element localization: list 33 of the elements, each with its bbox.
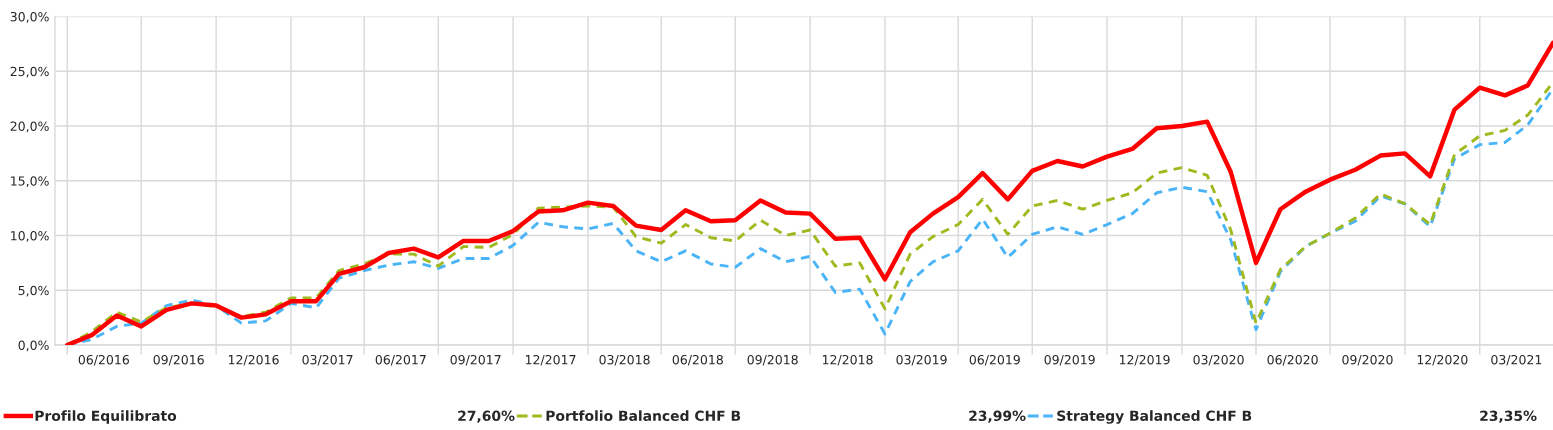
x-tick-label: 09/2018 [747,354,798,366]
x-tick-label: 06/2019 [969,354,1020,366]
text: 27,60% [458,410,515,423]
x-tick-label: 03/2018 [599,354,650,366]
y-tick-label: 5,0% [18,285,49,297]
text: 23,99% [969,410,1026,423]
x-tick-label: 09/2017 [450,354,501,366]
x-tick-label: 12/2017 [525,354,576,366]
y-tick-label: 25,0% [10,66,49,78]
x-tick-label: 06/2016 [78,354,129,366]
x-tick-label: 03/2019 [896,354,947,366]
x-tick-label: 06/2018 [672,354,723,366]
legend-label: Profilo Equilibrato [35,410,177,424]
x-tick-label: 09/2020 [1342,354,1393,366]
x-tick-label: 06/2020 [1267,354,1318,366]
text: 23,35% [1480,410,1537,423]
y-tick-label: 0,0% [18,340,49,352]
legend-label: Portfolio Balanced CHF B [546,410,741,422]
y-tick-label: 15,0% [11,176,49,187]
y-tick-label: 20,0% [10,121,49,133]
x-tick-label: 03/2021 [1491,354,1542,366]
x-tick-label: 12/2019 [1119,354,1170,366]
x-tick-label: 09/2016 [153,354,204,366]
legend-label: Strategy Balanced CHF B [1057,410,1252,424]
y-tick-label: 30,0% [10,11,49,23]
x-tick-label: 03/2020 [1193,354,1244,366]
y-tick-label: 10,0% [11,230,49,242]
x-tick-label: 12/2020 [1417,354,1468,366]
x-tick-label: 12/2016 [228,354,279,366]
x-tick-label: 06/2017 [375,354,426,366]
x-tick-label: 09/2019 [1044,354,1095,366]
x-tick-label: 12/2018 [822,354,873,366]
x-tick-label: 03/2017 [302,354,353,366]
